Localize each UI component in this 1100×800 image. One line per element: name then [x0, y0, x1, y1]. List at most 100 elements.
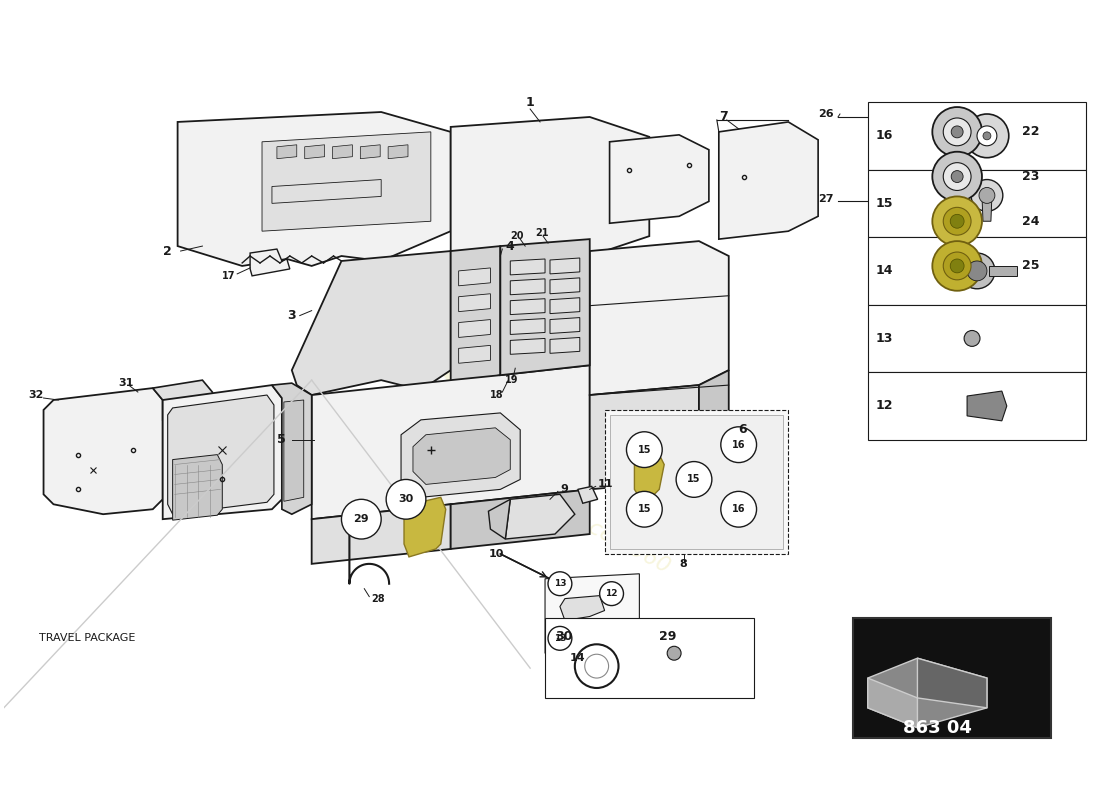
Polygon shape — [332, 145, 352, 158]
Polygon shape — [609, 135, 708, 223]
Text: a passion for parts since 1960: a passion for parts since 1960 — [367, 402, 673, 577]
Circle shape — [386, 479, 426, 519]
Polygon shape — [177, 112, 451, 266]
Text: 7: 7 — [718, 110, 727, 123]
Polygon shape — [982, 195, 992, 222]
Polygon shape — [868, 658, 987, 728]
Text: 15: 15 — [638, 445, 651, 454]
Polygon shape — [451, 490, 590, 549]
Circle shape — [959, 253, 994, 289]
Text: 16: 16 — [732, 440, 746, 450]
Text: 25: 25 — [1022, 259, 1040, 273]
Text: 15: 15 — [688, 474, 701, 485]
Polygon shape — [500, 239, 590, 375]
Polygon shape — [550, 298, 580, 314]
Polygon shape — [262, 132, 431, 231]
Text: 3: 3 — [287, 309, 296, 322]
Text: 28: 28 — [372, 594, 385, 604]
Polygon shape — [510, 338, 544, 354]
Polygon shape — [868, 678, 917, 728]
Text: 30: 30 — [556, 630, 572, 643]
Circle shape — [933, 152, 982, 202]
Circle shape — [943, 207, 971, 235]
Text: 32: 32 — [29, 390, 44, 400]
Bar — [868, 305, 1087, 372]
Circle shape — [952, 126, 964, 138]
Polygon shape — [311, 504, 451, 564]
Circle shape — [341, 499, 382, 539]
Text: 24: 24 — [1022, 214, 1040, 228]
Polygon shape — [284, 400, 304, 502]
Circle shape — [964, 330, 980, 346]
Polygon shape — [272, 179, 382, 203]
Text: 23: 23 — [1022, 170, 1040, 183]
Polygon shape — [510, 279, 544, 294]
Polygon shape — [560, 596, 605, 621]
Bar — [868, 102, 1087, 170]
Polygon shape — [505, 494, 575, 539]
Text: 8: 8 — [679, 559, 686, 569]
Polygon shape — [488, 499, 510, 539]
Polygon shape — [510, 298, 544, 314]
Circle shape — [548, 572, 572, 596]
Circle shape — [952, 170, 964, 182]
Polygon shape — [578, 486, 597, 503]
Circle shape — [967, 261, 987, 281]
Bar — [605, 410, 789, 554]
Text: 12: 12 — [605, 589, 618, 598]
Text: 9: 9 — [560, 484, 568, 494]
Text: 5: 5 — [277, 434, 286, 446]
Circle shape — [965, 114, 1009, 158]
Bar — [544, 618, 754, 698]
Circle shape — [933, 197, 982, 246]
Polygon shape — [153, 380, 212, 420]
Polygon shape — [459, 268, 491, 286]
Polygon shape — [305, 145, 324, 158]
Text: TRAVEL PACKAGE: TRAVEL PACKAGE — [39, 634, 135, 643]
Circle shape — [720, 491, 757, 527]
Circle shape — [979, 187, 994, 203]
Circle shape — [548, 626, 572, 650]
Polygon shape — [167, 395, 274, 514]
Text: 4: 4 — [505, 239, 514, 253]
Text: 14: 14 — [570, 653, 585, 663]
Polygon shape — [718, 122, 818, 239]
Polygon shape — [388, 145, 408, 158]
Circle shape — [943, 252, 971, 280]
Polygon shape — [459, 346, 491, 363]
Polygon shape — [698, 370, 728, 479]
Text: 29: 29 — [659, 630, 676, 643]
Circle shape — [977, 126, 997, 146]
Polygon shape — [510, 259, 544, 275]
Text: 12: 12 — [876, 399, 893, 413]
Polygon shape — [402, 413, 520, 498]
Bar — [852, 618, 1052, 738]
Circle shape — [575, 644, 618, 688]
Circle shape — [933, 241, 982, 290]
Polygon shape — [590, 241, 728, 395]
Text: 29: 29 — [353, 514, 370, 524]
Polygon shape — [163, 385, 282, 519]
Text: 27: 27 — [818, 194, 834, 205]
Circle shape — [627, 432, 662, 467]
Circle shape — [668, 646, 681, 660]
Text: 2: 2 — [163, 245, 172, 258]
Polygon shape — [412, 428, 510, 485]
Text: 6: 6 — [739, 423, 747, 436]
Text: 20: 20 — [510, 231, 524, 241]
Polygon shape — [917, 658, 987, 708]
Polygon shape — [361, 145, 381, 158]
Polygon shape — [550, 318, 580, 334]
Polygon shape — [510, 318, 544, 334]
Text: EUROSPARE: EUROSPARE — [334, 303, 706, 537]
Circle shape — [933, 107, 982, 157]
Polygon shape — [580, 626, 607, 642]
Circle shape — [950, 259, 964, 273]
Text: 10: 10 — [488, 549, 504, 559]
Polygon shape — [459, 294, 491, 312]
Circle shape — [720, 427, 757, 462]
Bar — [868, 372, 1087, 440]
Polygon shape — [544, 574, 639, 654]
Text: 13: 13 — [876, 332, 893, 345]
Polygon shape — [550, 258, 580, 274]
